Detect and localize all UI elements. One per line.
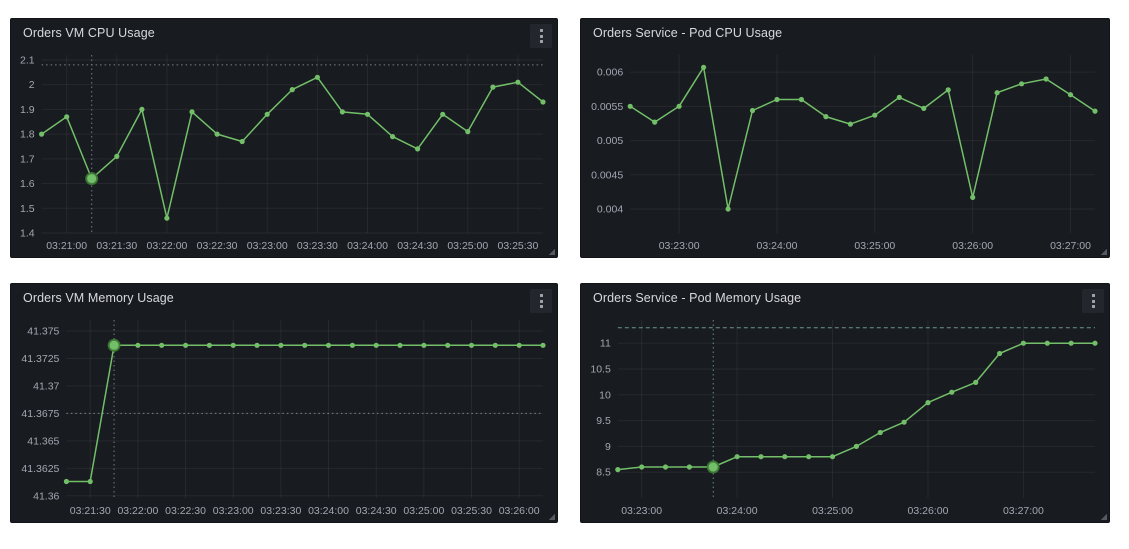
vm-memory-usage-line-chart[interactable]: 41.375 41.3725 41.37 41.3675 41.365 41.3625 41… bbox=[11, 312, 557, 522]
svg-text:03:25:00: 03:25:00 bbox=[812, 505, 853, 517]
svg-text:1.9: 1.9 bbox=[20, 104, 35, 116]
svg-text:0.0045: 0.0045 bbox=[591, 169, 623, 181]
panel-menu-kebab-icon[interactable] bbox=[1082, 289, 1104, 313]
svg-text:9.5: 9.5 bbox=[596, 415, 611, 427]
kebab-dot bbox=[1091, 305, 1095, 308]
panel-resize-handle[interactable] bbox=[1100, 513, 1107, 520]
svg-text:03:25:30: 03:25:30 bbox=[451, 505, 492, 517]
panel-title[interactable]: Orders Service - Pod CPU Usage bbox=[593, 26, 783, 40]
svg-text:03:23:30: 03:23:30 bbox=[297, 240, 338, 252]
svg-text:03:23:00: 03:23:00 bbox=[621, 505, 662, 517]
svg-text:03:25:00: 03:25:00 bbox=[447, 240, 488, 252]
svg-text:03:24:30: 03:24:30 bbox=[397, 240, 438, 252]
svg-text:03:21:00: 03:21:00 bbox=[46, 240, 87, 252]
svg-text:8.5: 8.5 bbox=[596, 467, 611, 479]
panel-title[interactable]: Orders VM Memory Usage bbox=[23, 291, 174, 305]
svg-text:1.6: 1.6 bbox=[20, 178, 35, 190]
svg-text:03:23:00: 03:23:00 bbox=[213, 505, 254, 517]
pod-memory-usage-line-chart[interactable]: 11 10.5 10 9.5 9 8.5 03:23:00 03:24:00 03:25:00 0… bbox=[581, 312, 1109, 522]
svg-text:1.7: 1.7 bbox=[20, 153, 35, 165]
panel-menu-kebab-icon[interactable] bbox=[530, 24, 552, 48]
svg-text:03:24:00: 03:24:00 bbox=[757, 240, 798, 252]
svg-text:03:26:00: 03:26:00 bbox=[952, 240, 993, 252]
svg-text:03:23:00: 03:23:00 bbox=[659, 240, 700, 252]
svg-text:41.3725: 41.3725 bbox=[21, 353, 59, 365]
chart-area: 0.006 0.0055 0.005 0.0045 0.004 03:23:00 03:24… bbox=[581, 47, 1109, 257]
svg-text:0.006: 0.006 bbox=[597, 67, 623, 79]
svg-text:1.4: 1.4 bbox=[20, 228, 35, 240]
panel-resize-handle[interactable] bbox=[1100, 248, 1107, 255]
svg-text:03:22:30: 03:22:30 bbox=[197, 240, 238, 252]
kebab-dot bbox=[539, 299, 543, 303]
svg-text:41.3625: 41.3625 bbox=[21, 463, 59, 475]
panel-header: Orders VM CPU Usage bbox=[11, 19, 557, 48]
kebab-dot bbox=[539, 305, 543, 308]
svg-text:03:23:30: 03:23:30 bbox=[260, 505, 301, 517]
svg-text:11: 11 bbox=[600, 338, 611, 350]
svg-text:0.0055: 0.0055 bbox=[591, 101, 623, 113]
panel-orders-service-pod-memory-usage: Orders Service - Pod Memory Usage 11 10.5… bbox=[580, 283, 1110, 523]
svg-text:03:27:00: 03:27:00 bbox=[1050, 240, 1091, 252]
svg-text:2.1: 2.1 bbox=[20, 54, 35, 66]
panel-resize-handle[interactable] bbox=[548, 513, 555, 520]
svg-text:1.8: 1.8 bbox=[20, 129, 35, 141]
svg-text:03:26:00: 03:26:00 bbox=[499, 505, 540, 517]
svg-text:03:25:00: 03:25:00 bbox=[854, 240, 895, 252]
svg-text:41.37: 41.37 bbox=[33, 380, 59, 392]
svg-text:0.005: 0.005 bbox=[597, 135, 623, 147]
svg-text:03:22:00: 03:22:00 bbox=[147, 240, 188, 252]
svg-text:03:27:00: 03:27:00 bbox=[1003, 505, 1044, 517]
svg-text:41.365: 41.365 bbox=[27, 435, 59, 447]
svg-text:41.36: 41.36 bbox=[33, 490, 59, 502]
panel-header: Orders VM Memory Usage bbox=[11, 284, 557, 313]
svg-text:41.3675: 41.3675 bbox=[21, 408, 59, 420]
svg-text:03:25:00: 03:25:00 bbox=[403, 505, 444, 517]
panel-header: Orders Service - Pod Memory Usage bbox=[581, 284, 1109, 313]
svg-text:10.5: 10.5 bbox=[590, 364, 611, 376]
panel-orders-service-pod-cpu-usage: Orders Service - Pod CPU Usage 0.006 0.00… bbox=[580, 18, 1110, 258]
svg-text:03:21:30: 03:21:30 bbox=[70, 505, 111, 517]
panel-orders-vm-cpu-usage: Orders VM CPU Usage 2.1 2 1.9 1.8 1.7 1.6 1.5 1… bbox=[10, 18, 558, 258]
kebab-dot bbox=[1091, 299, 1095, 303]
svg-text:03:23:00: 03:23:00 bbox=[247, 240, 288, 252]
chart-area: 11 10.5 10 9.5 9 8.5 03:23:00 03:24:00 03:25:00 0… bbox=[581, 312, 1109, 522]
kebab-dot bbox=[539, 40, 543, 43]
panel-resize-handle[interactable] bbox=[548, 248, 555, 255]
svg-text:2: 2 bbox=[29, 79, 35, 91]
kebab-dot bbox=[539, 34, 543, 38]
panel-title[interactable]: Orders Service - Pod Memory Usage bbox=[593, 291, 802, 305]
pod-cpu-usage-line-chart[interactable]: 0.006 0.0055 0.005 0.0045 0.004 03:23:00 03:24… bbox=[581, 47, 1109, 257]
svg-text:03:26:00: 03:26:00 bbox=[908, 505, 949, 517]
svg-text:03:22:30: 03:22:30 bbox=[165, 505, 206, 517]
panel-menu-kebab-icon[interactable] bbox=[530, 289, 552, 313]
kebab-dot bbox=[1091, 294, 1095, 297]
vm-cpu-usage-line-chart[interactable]: 2.1 2 1.9 1.8 1.7 1.6 1.5 1.4 03:21:00 03:21:30 03… bbox=[11, 47, 557, 257]
panel-header: Orders Service - Pod CPU Usage bbox=[581, 19, 1109, 47]
svg-text:10: 10 bbox=[599, 389, 611, 401]
svg-text:03:25:30: 03:25:30 bbox=[497, 240, 538, 252]
svg-text:1.5: 1.5 bbox=[20, 203, 35, 215]
svg-text:03:24:00: 03:24:00 bbox=[717, 505, 758, 517]
svg-text:03:24:30: 03:24:30 bbox=[356, 505, 397, 517]
kebab-dot bbox=[539, 29, 543, 32]
svg-text:0.004: 0.004 bbox=[597, 204, 623, 216]
svg-text:9: 9 bbox=[605, 441, 611, 453]
svg-text:41.375: 41.375 bbox=[27, 325, 59, 337]
svg-text:03:24:00: 03:24:00 bbox=[308, 505, 349, 517]
chart-area: 2.1 2 1.9 1.8 1.7 1.6 1.5 1.4 03:21:00 03:21:30 03… bbox=[11, 47, 557, 257]
svg-text:03:21:30: 03:21:30 bbox=[96, 240, 137, 252]
panel-orders-vm-memory-usage: Orders VM Memory Usage 41.375 41.3725 41.3… bbox=[10, 283, 558, 523]
svg-text:03:24:00: 03:24:00 bbox=[347, 240, 388, 252]
kebab-dot bbox=[539, 294, 543, 297]
chart-area: 41.375 41.3725 41.37 41.3675 41.365 41.3625 41… bbox=[11, 312, 557, 522]
svg-text:03:22:00: 03:22:00 bbox=[117, 505, 158, 517]
panel-title[interactable]: Orders VM CPU Usage bbox=[23, 26, 155, 40]
